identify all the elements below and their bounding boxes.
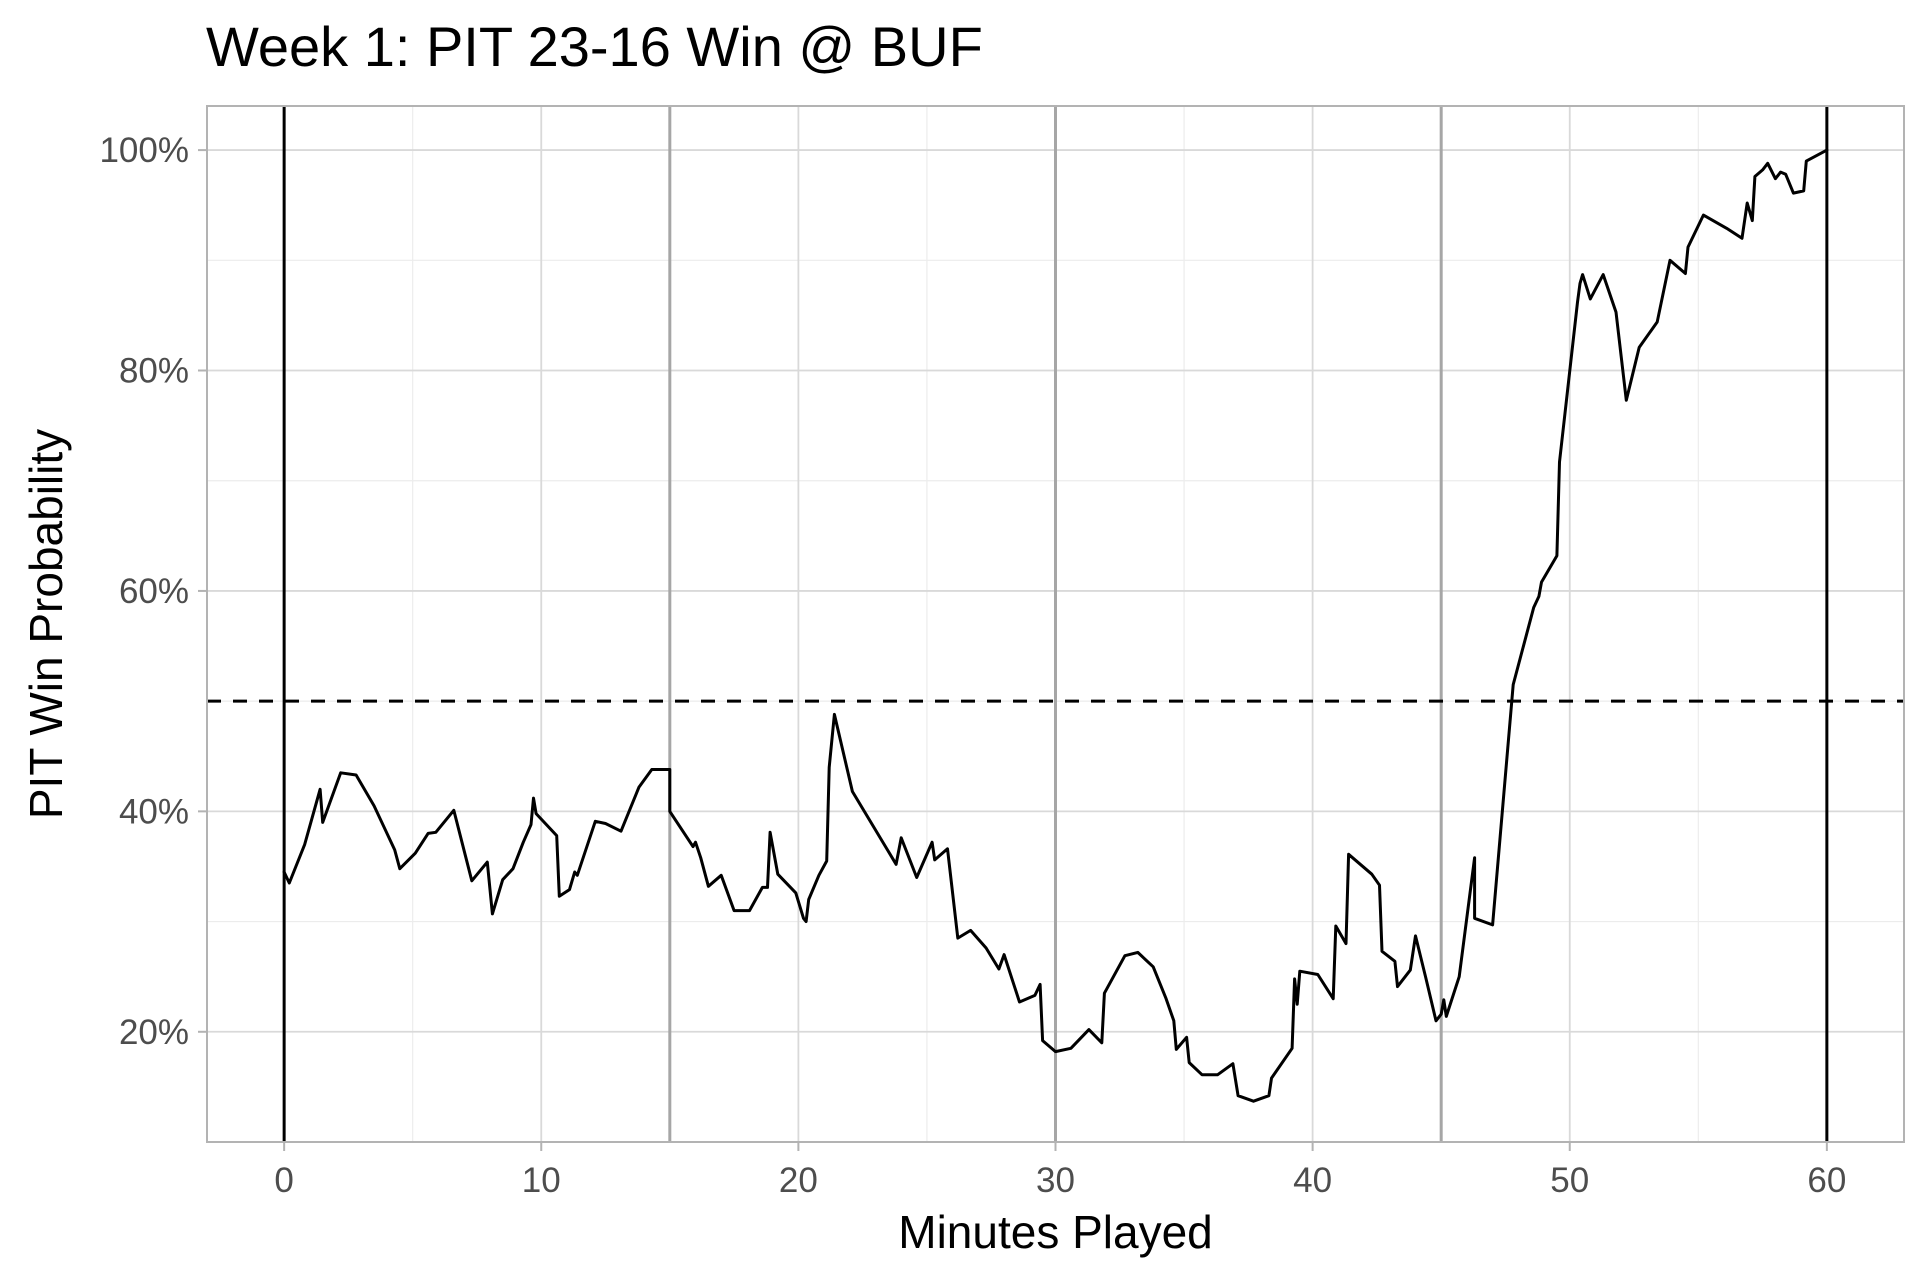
series-layer [282, 148, 1829, 1103]
y-tick-label: 20% [119, 1013, 189, 1052]
x-tick-labels: 0 10 20 30 40 50 60 [274, 1142, 1846, 1200]
reference-lines-layer [207, 106, 1904, 1142]
x-tick-label: 10 [522, 1161, 561, 1200]
x-tick-label: 60 [1807, 1161, 1846, 1200]
x-tick-label: 50 [1550, 1161, 1589, 1200]
win-probability-line [282, 148, 1829, 1103]
y-axis-title: PIT Win Probability [20, 429, 72, 819]
x-tick-label: 0 [274, 1161, 293, 1200]
x-tick-label: 30 [1036, 1161, 1075, 1200]
x-tick-label: 20 [779, 1161, 818, 1200]
x-axis-title: Minutes Played [898, 1206, 1213, 1258]
x-tick-label: 40 [1293, 1161, 1332, 1200]
y-tick-label: 40% [119, 792, 189, 831]
y-tick-label: 100% [99, 131, 189, 170]
y-tick-label: 80% [119, 352, 189, 391]
y-tick-labels: 20% 40% 60% 80% 100% [99, 131, 207, 1052]
chart-title: Week 1: PIT 23-16 Win @ BUF [206, 15, 983, 78]
y-tick-label: 60% [119, 572, 189, 611]
